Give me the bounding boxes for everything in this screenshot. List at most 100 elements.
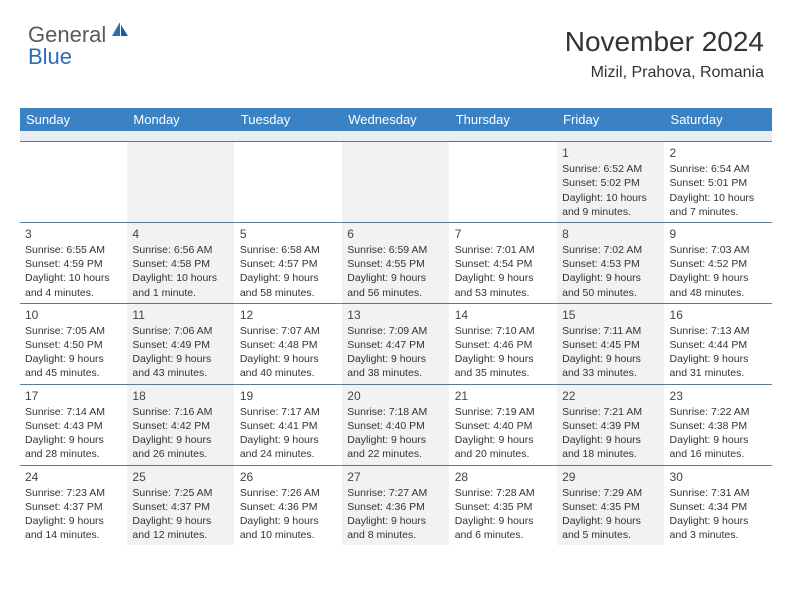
day-cell: 22Sunrise: 7:21 AMSunset: 4:39 PMDayligh… (557, 385, 664, 465)
sunrise-line: Sunrise: 6:55 AM (25, 243, 121, 257)
sunrise-line: Sunrise: 7:14 AM (25, 405, 121, 419)
sunrise-line: Sunrise: 7:11 AM (562, 324, 658, 338)
daylight-line: Daylight: 9 hours and 53 minutes. (455, 271, 551, 299)
sunrise-line: Sunrise: 6:59 AM (347, 243, 443, 257)
calendar-header-row: SundayMondayTuesdayWednesdayThursdayFrid… (20, 108, 772, 131)
day-number: 8 (562, 226, 658, 242)
sunset-line: Sunset: 4:40 PM (455, 419, 551, 433)
day-number: 19 (240, 388, 336, 404)
sunset-line: Sunset: 4:40 PM (347, 419, 443, 433)
sunset-line: Sunset: 4:39 PM (562, 419, 658, 433)
day-cell: 4Sunrise: 6:56 AMSunset: 4:58 PMDaylight… (127, 223, 234, 303)
daylight-line: Daylight: 9 hours and 24 minutes. (240, 433, 336, 461)
daylight-line: Daylight: 9 hours and 14 minutes. (25, 514, 121, 542)
day-number: 27 (347, 469, 443, 485)
day-number: 11 (132, 307, 228, 323)
daylight-line: Daylight: 9 hours and 5 minutes. (562, 514, 658, 542)
title-block: November 2024 Mizil, Prahova, Romania (565, 26, 764, 82)
sunset-line: Sunset: 4:37 PM (25, 500, 121, 514)
daylight-line: Daylight: 10 hours and 7 minutes. (670, 191, 766, 219)
day-cell: 2Sunrise: 6:54 AMSunset: 5:01 PMDaylight… (665, 142, 772, 222)
day-number: 17 (25, 388, 121, 404)
day-cell: 14Sunrise: 7:10 AMSunset: 4:46 PMDayligh… (450, 304, 557, 384)
daylight-line: Daylight: 9 hours and 31 minutes. (670, 352, 766, 380)
daylight-line: Daylight: 10 hours and 4 minutes. (25, 271, 121, 299)
sunset-line: Sunset: 4:43 PM (25, 419, 121, 433)
sunrise-line: Sunrise: 7:16 AM (132, 405, 228, 419)
sunrise-line: Sunrise: 7:06 AM (132, 324, 228, 338)
sunrise-line: Sunrise: 7:02 AM (562, 243, 658, 257)
sunrise-line: Sunrise: 7:25 AM (132, 486, 228, 500)
sunset-line: Sunset: 4:49 PM (132, 338, 228, 352)
day-cell: 17Sunrise: 7:14 AMSunset: 4:43 PMDayligh… (20, 385, 127, 465)
day-cell: 16Sunrise: 7:13 AMSunset: 4:44 PMDayligh… (665, 304, 772, 384)
day-number: 5 (240, 226, 336, 242)
column-header-thursday: Thursday (450, 108, 557, 131)
sunset-line: Sunset: 4:54 PM (455, 257, 551, 271)
calendar-table: SundayMondayTuesdayWednesdayThursdayFrid… (20, 108, 772, 545)
sunrise-line: Sunrise: 6:58 AM (240, 243, 336, 257)
day-number: 21 (455, 388, 551, 404)
sunrise-line: Sunrise: 7:17 AM (240, 405, 336, 419)
day-number: 29 (562, 469, 658, 485)
sunrise-line: Sunrise: 7:09 AM (347, 324, 443, 338)
daylight-line: Daylight: 9 hours and 28 minutes. (25, 433, 121, 461)
day-cell: 6Sunrise: 6:59 AMSunset: 4:55 PMDaylight… (342, 223, 449, 303)
page-title: November 2024 (565, 26, 764, 58)
day-number: 25 (132, 469, 228, 485)
daylight-line: Daylight: 9 hours and 48 minutes. (670, 271, 766, 299)
daylight-line: Daylight: 9 hours and 18 minutes. (562, 433, 658, 461)
daylight-line: Daylight: 9 hours and 22 minutes. (347, 433, 443, 461)
day-cell: 28Sunrise: 7:28 AMSunset: 4:35 PMDayligh… (450, 466, 557, 546)
day-number: 3 (25, 226, 121, 242)
sunset-line: Sunset: 4:47 PM (347, 338, 443, 352)
day-number: 16 (670, 307, 766, 323)
daylight-line: Daylight: 9 hours and 26 minutes. (132, 433, 228, 461)
day-number: 22 (562, 388, 658, 404)
day-number: 4 (132, 226, 228, 242)
column-header-sunday: Sunday (20, 108, 127, 131)
daylight-line: Daylight: 9 hours and 12 minutes. (132, 514, 228, 542)
column-header-wednesday: Wednesday (342, 108, 449, 131)
day-cell: 27Sunrise: 7:27 AMSunset: 4:36 PMDayligh… (342, 466, 449, 546)
sunrise-line: Sunrise: 7:07 AM (240, 324, 336, 338)
sunset-line: Sunset: 4:36 PM (347, 500, 443, 514)
day-cell: 8Sunrise: 7:02 AMSunset: 4:53 PMDaylight… (557, 223, 664, 303)
day-cell: 1Sunrise: 6:52 AMSunset: 5:02 PMDaylight… (557, 142, 664, 222)
day-number: 13 (347, 307, 443, 323)
sunrise-line: Sunrise: 7:01 AM (455, 243, 551, 257)
day-number: 15 (562, 307, 658, 323)
daylight-line: Daylight: 9 hours and 6 minutes. (455, 514, 551, 542)
daylight-line: Daylight: 9 hours and 56 minutes. (347, 271, 443, 299)
day-cell: 11Sunrise: 7:06 AMSunset: 4:49 PMDayligh… (127, 304, 234, 384)
day-cell: 29Sunrise: 7:29 AMSunset: 4:35 PMDayligh… (557, 466, 664, 546)
day-cell: 7Sunrise: 7:01 AMSunset: 4:54 PMDaylight… (450, 223, 557, 303)
sunrise-line: Sunrise: 7:21 AM (562, 405, 658, 419)
day-cell: 26Sunrise: 7:26 AMSunset: 4:36 PMDayligh… (235, 466, 342, 546)
day-cell: 19Sunrise: 7:17 AMSunset: 4:41 PMDayligh… (235, 385, 342, 465)
day-number: 26 (240, 469, 336, 485)
sunrise-line: Sunrise: 7:29 AM (562, 486, 658, 500)
day-cell: 23Sunrise: 7:22 AMSunset: 4:38 PMDayligh… (665, 385, 772, 465)
sunrise-line: Sunrise: 7:13 AM (670, 324, 766, 338)
sunrise-line: Sunrise: 7:03 AM (670, 243, 766, 257)
empty-cell (127, 142, 234, 222)
daylight-line: Daylight: 9 hours and 58 minutes. (240, 271, 336, 299)
day-cell: 20Sunrise: 7:18 AMSunset: 4:40 PMDayligh… (342, 385, 449, 465)
sunrise-line: Sunrise: 6:56 AM (132, 243, 228, 257)
week-row: 17Sunrise: 7:14 AMSunset: 4:43 PMDayligh… (20, 384, 772, 465)
sunset-line: Sunset: 4:35 PM (455, 500, 551, 514)
day-number: 6 (347, 226, 443, 242)
sunrise-line: Sunrise: 6:54 AM (670, 162, 766, 176)
empty-cell (342, 142, 449, 222)
location-text: Mizil, Prahova, Romania (565, 64, 764, 82)
daylight-line: Daylight: 9 hours and 10 minutes. (240, 514, 336, 542)
daylight-line: Daylight: 9 hours and 35 minutes. (455, 352, 551, 380)
day-number: 12 (240, 307, 336, 323)
day-cell: 15Sunrise: 7:11 AMSunset: 4:45 PMDayligh… (557, 304, 664, 384)
sunset-line: Sunset: 4:45 PM (562, 338, 658, 352)
day-number: 20 (347, 388, 443, 404)
sunrise-line: Sunrise: 7:19 AM (455, 405, 551, 419)
sunrise-line: Sunrise: 7:05 AM (25, 324, 121, 338)
column-header-friday: Friday (557, 108, 664, 131)
